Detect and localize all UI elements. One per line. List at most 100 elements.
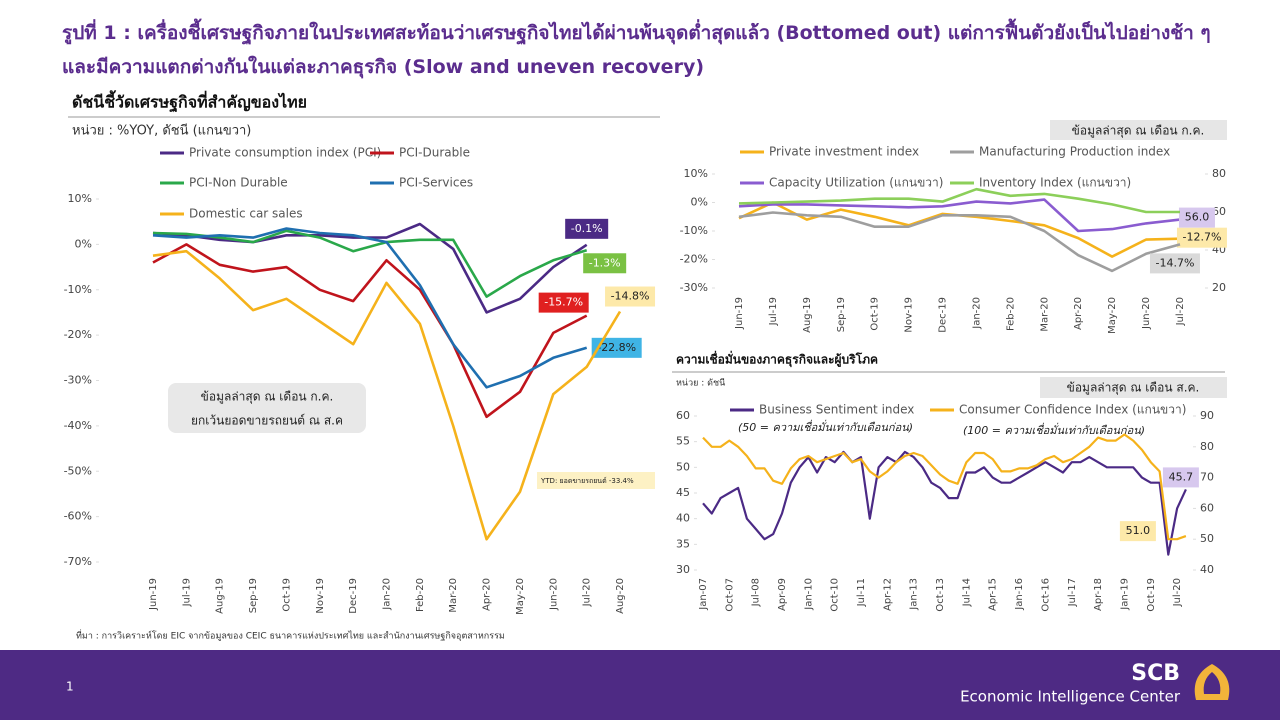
page-number: 1 bbox=[66, 680, 74, 694]
x-tick-label: Feb-20 bbox=[1005, 297, 1016, 331]
x-tick-label: Oct-10 bbox=[830, 578, 841, 612]
y-tick-label: -30% bbox=[64, 374, 92, 387]
x-tick-label: Jan-13 bbox=[909, 578, 920, 611]
x-tick-label: Apr-09 bbox=[777, 578, 788, 611]
note-box bbox=[1050, 120, 1227, 140]
note-box bbox=[1040, 377, 1227, 398]
y-tick-label: 80 bbox=[1212, 167, 1226, 180]
data-label-box bbox=[538, 292, 589, 313]
data-label-box bbox=[591, 337, 642, 358]
x-tick-label: Jun-20 bbox=[1141, 297, 1152, 330]
data-label-box bbox=[1119, 521, 1156, 542]
brand-sub: Economic Intelligence Center bbox=[960, 688, 1181, 706]
legend-label: Domestic car sales bbox=[189, 207, 303, 221]
annotation-box bbox=[537, 472, 655, 489]
data-label: 45.7 bbox=[1169, 470, 1194, 483]
x-tick-label: Jul-19 bbox=[181, 578, 192, 607]
series-line bbox=[152, 229, 588, 298]
x-tick-label: Apr-20 bbox=[482, 578, 493, 611]
x-tick-label: Apr-18 bbox=[1093, 578, 1104, 611]
y-tick-label: -20% bbox=[680, 253, 708, 266]
annotation: (50 = ความเชื่อมั่นเท่ากับเดือนก่อน) bbox=[738, 419, 913, 434]
annotation: YTD: ยอดขายรถยนต์ -33.4% bbox=[540, 477, 634, 485]
x-tick-label: Jul-20 bbox=[582, 578, 593, 607]
logo bbox=[1194, 664, 1230, 700]
y-tick-label: 50 bbox=[676, 460, 690, 473]
data-label: -14.7% bbox=[1155, 256, 1194, 269]
y-tick-label: 10% bbox=[684, 167, 708, 180]
data-label: -15.7% bbox=[544, 296, 583, 309]
data-label: -0.1% bbox=[571, 222, 603, 235]
y-tick-label: 45 bbox=[676, 486, 690, 499]
y-tick-label: 35 bbox=[676, 537, 690, 550]
y-tick-label: 50 bbox=[1200, 532, 1214, 545]
x-tick-label: Jan-20 bbox=[971, 297, 982, 330]
y-tick-label: 70 bbox=[1200, 471, 1214, 484]
data-label-box bbox=[583, 253, 627, 274]
note-box bbox=[168, 383, 366, 433]
x-tick-label: Dec-19 bbox=[348, 578, 359, 614]
x-tick-label: Apr-15 bbox=[988, 578, 999, 611]
y-tick-label: -70% bbox=[64, 555, 92, 568]
x-tick-label: Jul-08 bbox=[751, 578, 762, 607]
brand: SCB bbox=[1131, 661, 1180, 686]
x-tick-label: Jul-20 bbox=[1172, 578, 1183, 607]
y-tick-label: 60 bbox=[1200, 501, 1214, 514]
x-tick-label: May-20 bbox=[515, 578, 526, 615]
y-tick-label: 10% bbox=[68, 192, 92, 205]
y-tick-label: -10% bbox=[680, 224, 708, 237]
page-title: รูปที่ 1 : เครื่องชี้เศรษฐกิจภายในประเทศ… bbox=[62, 22, 1211, 78]
data-label: -22.8% bbox=[597, 341, 636, 354]
chart-title: ดัชนีชี้วัดเศรษฐกิจที่สำคัญของไทย bbox=[72, 90, 307, 113]
x-tick-label: Jan-07 bbox=[698, 578, 709, 611]
y-tick-label: 40 bbox=[676, 512, 690, 525]
y-tick-label: 60 bbox=[1212, 205, 1226, 218]
y-tick-label: -60% bbox=[64, 510, 92, 523]
data-label-box bbox=[1162, 467, 1199, 488]
y-tick-label: 0% bbox=[75, 237, 92, 250]
data-label: -1.3% bbox=[589, 256, 621, 269]
x-tick-label: Sep-19 bbox=[836, 297, 847, 332]
x-tick-label: Oct-16 bbox=[1040, 578, 1051, 612]
y-tick-label: 80 bbox=[1200, 440, 1214, 453]
series-line bbox=[152, 243, 588, 419]
footer-band bbox=[0, 650, 1280, 720]
x-tick-label: Sep-19 bbox=[248, 578, 259, 613]
x-tick-label: Jul-20 bbox=[1175, 297, 1186, 326]
x-tick-label: Nov-19 bbox=[904, 297, 915, 333]
x-tick-label: Mar-20 bbox=[1039, 297, 1050, 332]
legend-label: Manufacturing Production index bbox=[979, 145, 1170, 159]
legend-label: PCI-Services bbox=[399, 176, 473, 190]
series-line bbox=[702, 433, 1187, 541]
legend-label: Business Sentiment index bbox=[759, 403, 914, 417]
legend-label: Private investment index bbox=[769, 145, 919, 159]
x-tick-label: Dec-19 bbox=[938, 297, 949, 333]
data-label-box bbox=[1176, 227, 1227, 248]
x-tick-label: Aug-19 bbox=[215, 578, 226, 614]
data-label-box bbox=[565, 218, 609, 239]
x-tick-label: Oct-19 bbox=[1146, 578, 1157, 612]
legend-label: Consumer Confidence Index (แกนขวา) bbox=[959, 403, 1186, 417]
data-label: -12.7% bbox=[1182, 231, 1221, 244]
x-tick-label: Oct-19 bbox=[870, 297, 881, 331]
x-tick-label: Jun-20 bbox=[548, 578, 559, 611]
legend-label: Inventory Index (แกนขวา) bbox=[979, 176, 1131, 190]
series-line bbox=[152, 227, 588, 389]
x-tick-label: Aug-19 bbox=[802, 297, 813, 333]
chart-title: ความเชื่อมั่นของภาคธุรกิจและผู้บริโภค bbox=[676, 351, 878, 368]
x-tick-label: Jul-17 bbox=[1067, 578, 1078, 607]
x-tick-label: Oct-13 bbox=[935, 578, 946, 612]
data-label-box bbox=[605, 286, 656, 307]
data-label-box bbox=[1178, 207, 1215, 228]
series-line bbox=[702, 450, 1187, 556]
note: ยกเว้นยอดขายรถยนต์ ณ ส.ค bbox=[191, 414, 343, 428]
x-tick-label: May-20 bbox=[1107, 297, 1118, 334]
y-tick-label: 40 bbox=[1200, 563, 1214, 576]
series-line bbox=[152, 249, 622, 541]
x-tick-label: Mar-20 bbox=[448, 578, 459, 613]
x-tick-label: Jan-10 bbox=[803, 578, 814, 611]
x-tick-label: Jul-11 bbox=[856, 578, 867, 607]
note: ข้อมูลล่าสุด ณ เดือน ก.ค. bbox=[1072, 124, 1205, 139]
y-tick-label: 90 bbox=[1200, 409, 1214, 422]
